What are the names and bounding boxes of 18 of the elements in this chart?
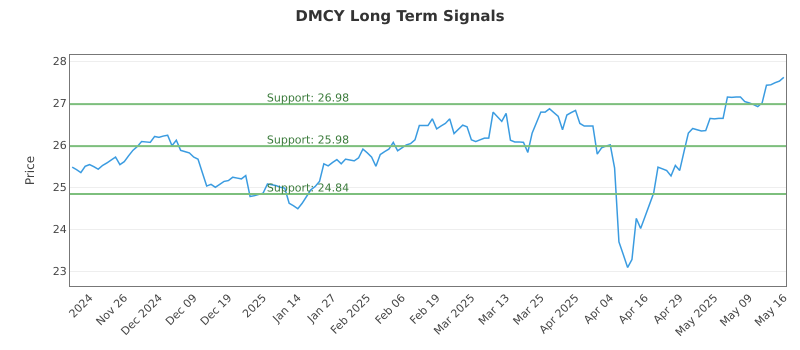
ref-line-label: Support: 26.98 [266, 91, 350, 104]
x-tick-label: Apr 16 [616, 292, 651, 327]
x-tick-label: Mar 13 [476, 292, 512, 328]
ref-line-label: Support: 25.98 [266, 133, 350, 146]
x-tick-label: Apr 04 [581, 292, 616, 327]
x-tick-label: Feb 06 [372, 292, 408, 327]
chart-title: DMCY Long Term Signals [295, 7, 505, 25]
x-tick-label: Dec 19 [198, 292, 234, 328]
x-tick-label: Dec 09 [163, 292, 200, 328]
x-tick-label: Jan 14 [270, 292, 304, 326]
y-tick-label: 25 [52, 181, 67, 194]
y-axis-title: Price [23, 156, 38, 186]
y-tick-label: 27 [52, 97, 67, 110]
y-tick-label: 26 [52, 139, 67, 152]
y-tick-label: 23 [52, 265, 67, 278]
y-tick-label: 24 [52, 223, 67, 236]
line-series [71, 76, 785, 268]
y-tick-label: 28 [52, 55, 67, 68]
